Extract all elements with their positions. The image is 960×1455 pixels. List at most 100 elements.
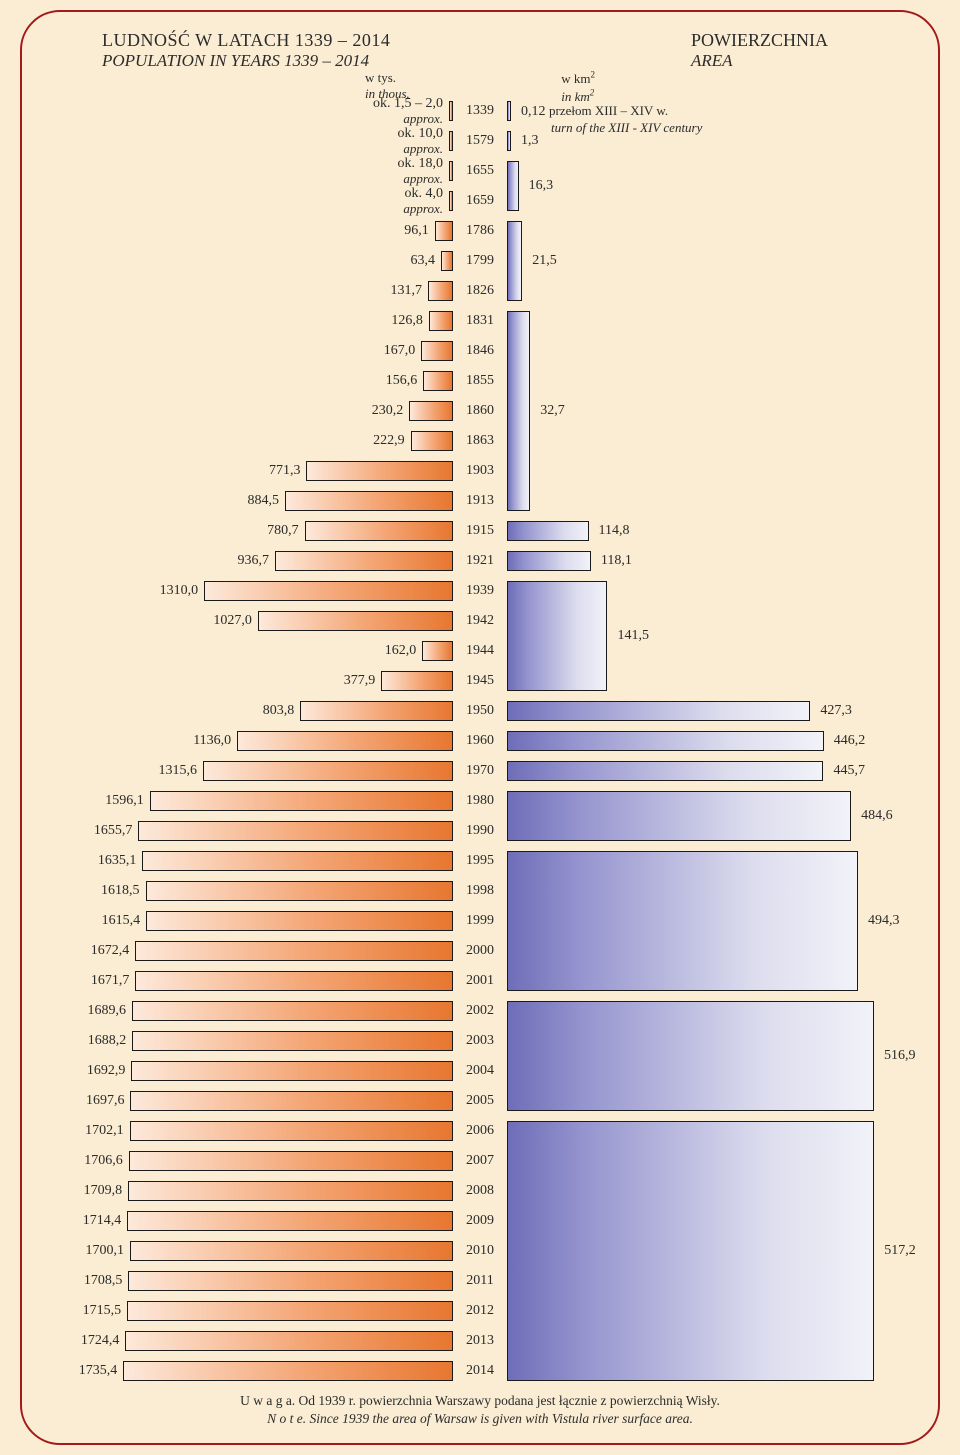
population-bar xyxy=(132,1031,453,1051)
chart-row: 19991615,4 xyxy=(42,906,918,936)
population-bar xyxy=(127,1211,453,1231)
year-label: 1913 xyxy=(456,493,504,509)
year-label: 1915 xyxy=(456,523,504,539)
population-header-en: POPULATION IN YEARS 1339 – 2014 xyxy=(102,51,390,71)
population-bar xyxy=(128,1271,453,1291)
area-header-pl: POWIERZCHNIA xyxy=(691,30,828,51)
population-bar xyxy=(422,641,453,661)
unit-area-pl: w km2 xyxy=(561,71,595,86)
chart-row: 1944162,0 xyxy=(42,636,918,666)
population-value: 1615,4 xyxy=(102,913,141,929)
population-value: 771,3 xyxy=(269,463,301,479)
chart-row: 1950803,8427,3 xyxy=(42,696,918,726)
population-value: 1689,6 xyxy=(87,1003,126,1019)
population-value: 780,7 xyxy=(267,523,299,539)
chart-frame: LUDNOŚĆ W LATACH 1339 – 2014 POPULATION … xyxy=(20,10,940,1445)
chart-row: 20031688,2 xyxy=(42,1026,918,1056)
year-label: 1659 xyxy=(456,193,504,209)
population-bar xyxy=(127,1301,453,1321)
chart-row: 1655ok. 18,0approx.16,3 xyxy=(42,156,918,186)
population-bar xyxy=(435,221,453,241)
population-bar xyxy=(142,851,453,871)
year-label: 1998 xyxy=(456,883,504,899)
chart-row: 1831126,832,7 xyxy=(42,306,918,336)
area-bar xyxy=(507,551,591,571)
population-value: 1027,0 xyxy=(213,613,252,629)
population-value: 1635,1 xyxy=(98,853,137,869)
population-bar xyxy=(123,1361,453,1381)
population-bar xyxy=(132,1001,453,1021)
year-label: 1945 xyxy=(456,673,504,689)
year-label: 1655 xyxy=(456,163,504,179)
chart-row: 1826131,7 xyxy=(42,276,918,306)
population-value: ok. 4,0approx. xyxy=(403,187,443,215)
area-bar xyxy=(507,101,511,121)
year-label: 2007 xyxy=(456,1153,504,1169)
population-value: 1708,5 xyxy=(84,1273,123,1289)
population-bar xyxy=(237,731,453,751)
population-bar xyxy=(441,251,453,271)
population-bar xyxy=(128,1181,453,1201)
area-bar xyxy=(507,701,810,721)
population-bar xyxy=(449,101,453,121)
year-label: 1939 xyxy=(456,583,504,599)
population-bar xyxy=(258,611,453,631)
footnote-en: N o t e. Since 1939 the area of Warsaw i… xyxy=(267,1411,693,1426)
year-label: 2006 xyxy=(456,1123,504,1139)
population-bar xyxy=(381,671,453,691)
chart-row: 1913 884,5 xyxy=(42,486,918,516)
chart-row: 1945 377,9 xyxy=(42,666,918,696)
year-label: 1846 xyxy=(456,343,504,359)
population-bar xyxy=(130,1091,453,1111)
year-label: 2002 xyxy=(456,1003,504,1019)
chart-row: 20131724,4 xyxy=(42,1326,918,1356)
footnote-pl: U w a g a. Od 1939 r. powierzchnia Warsz… xyxy=(240,1393,720,1408)
chart-headers: LUDNOŚĆ W LATACH 1339 – 2014 POPULATION … xyxy=(42,30,918,90)
chart-row: 20061702,1517,2 xyxy=(42,1116,918,1146)
population-value: 936,7 xyxy=(238,553,270,569)
population-value: 1709,8 xyxy=(84,1183,123,1199)
population-bar xyxy=(146,911,453,931)
chart-row: 19601136,0446,2 xyxy=(42,726,918,756)
population-value: 377,9 xyxy=(344,673,376,689)
bivariate-bar-chart: 1339ok. 1,5 – 2,0approx.0,12 przełom XII… xyxy=(42,96,918,1386)
chart-row: 19901655,7 xyxy=(42,816,918,846)
population-value: 1692,9 xyxy=(87,1063,126,1079)
year-label: 1960 xyxy=(456,733,504,749)
population-bar xyxy=(411,431,453,451)
population-value: 884,5 xyxy=(247,493,279,509)
chart-row: 1921936,7118,1 xyxy=(42,546,918,576)
year-label: 2013 xyxy=(456,1333,504,1349)
year-label: 1944 xyxy=(456,643,504,659)
population-bar xyxy=(423,371,453,391)
approx-label: approx. xyxy=(398,172,444,186)
chart-row: 20081709,8 xyxy=(42,1176,918,1206)
population-value: 1714,4 xyxy=(83,1213,122,1229)
area-bar xyxy=(507,761,823,781)
population-bar xyxy=(285,491,453,511)
chart-row: 20101700,1 xyxy=(42,1236,918,1266)
chart-row: 1863 222,9 xyxy=(42,426,918,456)
population-value: 1697,6 xyxy=(86,1093,125,1109)
area-bar xyxy=(507,731,824,751)
area-bar xyxy=(507,131,511,151)
chart-row: 20141735,4 xyxy=(42,1356,918,1386)
chart-row: 20001672,4 xyxy=(42,936,918,966)
population-bar xyxy=(306,461,453,481)
year-label: 2000 xyxy=(456,943,504,959)
population-value: 1700,1 xyxy=(85,1243,124,1259)
population-value: 1310,0 xyxy=(160,583,199,599)
population-value: ok. 1,5 – 2,0approx. xyxy=(373,97,443,125)
population-bar xyxy=(146,881,454,901)
year-label: 1863 xyxy=(456,433,504,449)
year-label: 1339 xyxy=(456,103,504,119)
year-label: 2001 xyxy=(456,973,504,989)
year-label: 1826 xyxy=(456,283,504,299)
population-bar xyxy=(129,1151,453,1171)
chart-row: 1846167,0 xyxy=(42,336,918,366)
chart-row: 19421027,0 xyxy=(42,606,918,636)
population-value: 222,9 xyxy=(373,433,405,449)
chart-row: 20051697,6 xyxy=(42,1086,918,1116)
chart-row: 20021689,6516,9 xyxy=(42,996,918,1026)
population-value: 63,4 xyxy=(410,253,435,269)
